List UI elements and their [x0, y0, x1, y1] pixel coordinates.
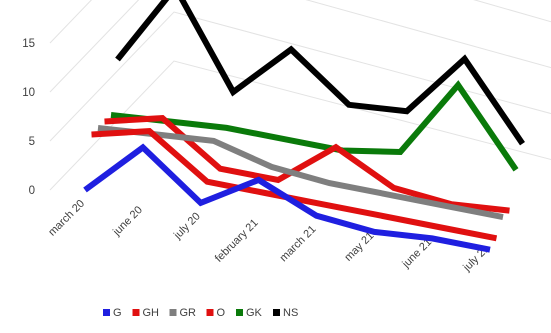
legend-swatch [169, 309, 177, 316]
x-tick-label: march 21 [278, 223, 319, 264]
x-tick-label: july 20 [171, 210, 203, 242]
legend-swatch [132, 309, 140, 316]
x-tick-label: march 20 [46, 198, 87, 239]
series-gr [97, 125, 504, 221]
series-line [110, 80, 519, 172]
legend-swatch [236, 309, 243, 316]
series-g [83, 143, 491, 253]
gridline [174, 0, 551, 10]
gridline [49, 11, 551, 142]
legend-label: GK [246, 307, 263, 319]
legend-label: G [113, 307, 122, 319]
y-tick-label: 5 [29, 136, 35, 148]
y-tick-label: 15 [22, 38, 35, 50]
legend-swatch [206, 309, 214, 316]
legend-label: GH [143, 307, 160, 319]
y-tick-label: 0 [29, 185, 35, 197]
series-line [91, 128, 498, 242]
series-line [115, 0, 525, 146]
series-gh [91, 128, 498, 242]
series-line [104, 115, 510, 214]
legend-label: NS [283, 307, 298, 319]
series-line [97, 125, 504, 221]
x-tick-label: june 21 [400, 236, 435, 271]
gridline [49, 0, 551, 44]
legend-label: GR [180, 307, 197, 319]
legend: G GH GR O GK NS [103, 307, 298, 319]
y-axis-ticks: 0 5 10 15 [22, 38, 35, 197]
gridline [49, 0, 551, 93]
series-lines [83, 0, 525, 253]
series-gk [110, 80, 519, 172]
x-tick-label: june 20 [110, 204, 145, 239]
series-ns [115, 0, 525, 146]
legend-swatch [273, 309, 280, 316]
legend-swatch [103, 309, 110, 316]
x-tick-label: february 21 [213, 217, 261, 265]
legend-label: O [217, 307, 226, 319]
y-tick-label: 10 [22, 87, 35, 99]
series-line [83, 143, 491, 253]
series-o [104, 115, 510, 214]
x-tick-label: may 21 [342, 230, 376, 264]
